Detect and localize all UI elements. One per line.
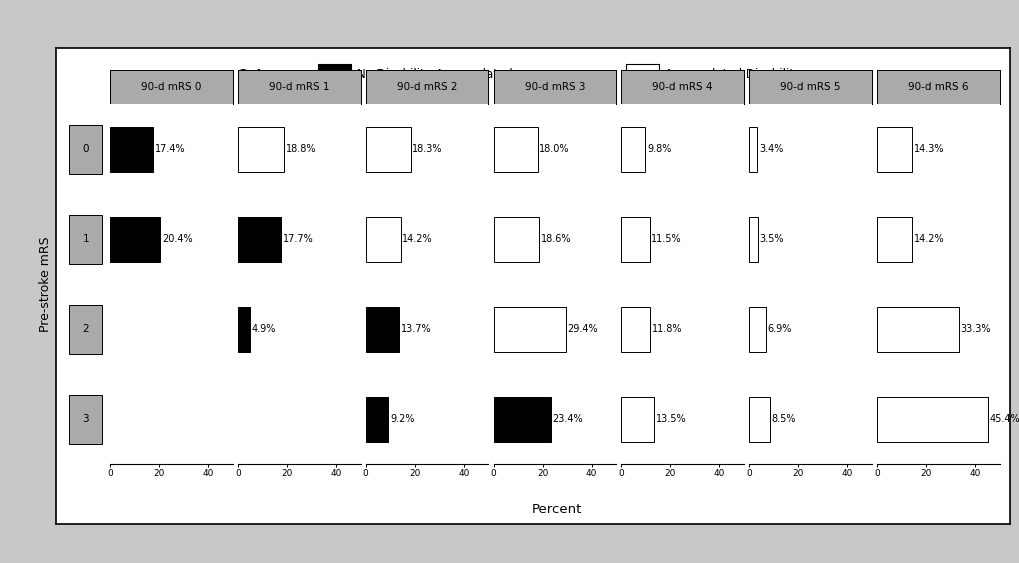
- Bar: [621, 217, 649, 262]
- Bar: [621, 397, 654, 442]
- Text: 13.5%: 13.5%: [655, 414, 686, 425]
- Text: 9.8%: 9.8%: [646, 144, 671, 154]
- Bar: [110, 127, 153, 172]
- Bar: [366, 217, 400, 262]
- Text: 17.7%: 17.7%: [283, 234, 314, 244]
- Text: 1: 1: [83, 234, 89, 244]
- Bar: [621, 127, 645, 172]
- Text: 11.8%: 11.8%: [651, 324, 682, 334]
- Text: 18.8%: 18.8%: [285, 144, 316, 154]
- Bar: [69, 215, 102, 263]
- Text: 18.3%: 18.3%: [412, 144, 442, 154]
- Bar: [366, 397, 388, 442]
- Text: 8.5%: 8.5%: [771, 414, 796, 425]
- Text: 90-d mRS 1: 90-d mRS 1: [269, 82, 329, 92]
- Text: 3: 3: [83, 414, 89, 425]
- Text: 9.2%: 9.2%: [389, 414, 414, 425]
- Text: 4.9%: 4.9%: [252, 324, 276, 334]
- Text: 18.6%: 18.6%: [540, 234, 571, 244]
- Bar: [237, 127, 284, 172]
- Bar: [876, 397, 987, 442]
- Text: Accumulated Disability: Accumulated Disability: [664, 68, 801, 81]
- Bar: [876, 127, 911, 172]
- Bar: [493, 397, 550, 442]
- Text: 2: 2: [83, 324, 89, 334]
- Text: 11.5%: 11.5%: [650, 234, 682, 244]
- Text: 20.4%: 20.4%: [162, 234, 193, 244]
- Bar: [318, 64, 351, 86]
- Text: 18.0%: 18.0%: [539, 144, 570, 154]
- Bar: [876, 307, 958, 352]
- Bar: [748, 127, 757, 172]
- Text: 6.9%: 6.9%: [767, 324, 792, 334]
- Bar: [69, 125, 102, 173]
- Bar: [876, 217, 911, 262]
- Text: 29.4%: 29.4%: [567, 324, 597, 334]
- Bar: [366, 307, 399, 352]
- Text: 14.2%: 14.2%: [401, 234, 432, 244]
- Text: 90-d mRS 0: 90-d mRS 0: [142, 82, 202, 92]
- Bar: [69, 395, 102, 444]
- Bar: [110, 217, 160, 262]
- Text: 90-d mRS 4: 90-d mRS 4: [652, 82, 712, 92]
- Text: 13.7%: 13.7%: [400, 324, 431, 334]
- Text: 0: 0: [83, 144, 89, 154]
- Bar: [237, 307, 250, 352]
- Text: 14.3%: 14.3%: [913, 144, 944, 154]
- Text: 90-d mRS 5: 90-d mRS 5: [780, 82, 840, 92]
- Text: 3.5%: 3.5%: [759, 234, 784, 244]
- Text: 17.4%: 17.4%: [155, 144, 185, 154]
- Text: 45.4%: 45.4%: [989, 414, 1019, 425]
- Bar: [748, 307, 765, 352]
- Bar: [626, 64, 658, 86]
- Text: 33.3%: 33.3%: [960, 324, 989, 334]
- Bar: [748, 217, 757, 262]
- Bar: [366, 127, 411, 172]
- Text: 23.4%: 23.4%: [552, 414, 583, 425]
- Text: Outcome: Outcome: [236, 68, 300, 81]
- Bar: [493, 307, 566, 352]
- Text: 90-d mRS 6: 90-d mRS 6: [907, 82, 968, 92]
- Bar: [69, 305, 102, 354]
- Bar: [493, 127, 537, 172]
- Bar: [621, 307, 650, 352]
- Bar: [237, 217, 281, 262]
- Text: 90-d mRS 2: 90-d mRS 2: [396, 82, 457, 92]
- Text: Pre-stroke mRS: Pre-stroke mRS: [40, 236, 52, 332]
- Bar: [493, 217, 539, 262]
- Text: 90-d mRS 3: 90-d mRS 3: [524, 82, 585, 92]
- Text: 3.4%: 3.4%: [758, 144, 783, 154]
- Text: Percent: Percent: [532, 503, 582, 516]
- Text: No Disability Accumulated: No Disability Accumulated: [357, 68, 513, 81]
- Bar: [748, 397, 769, 442]
- Text: 14.2%: 14.2%: [913, 234, 944, 244]
